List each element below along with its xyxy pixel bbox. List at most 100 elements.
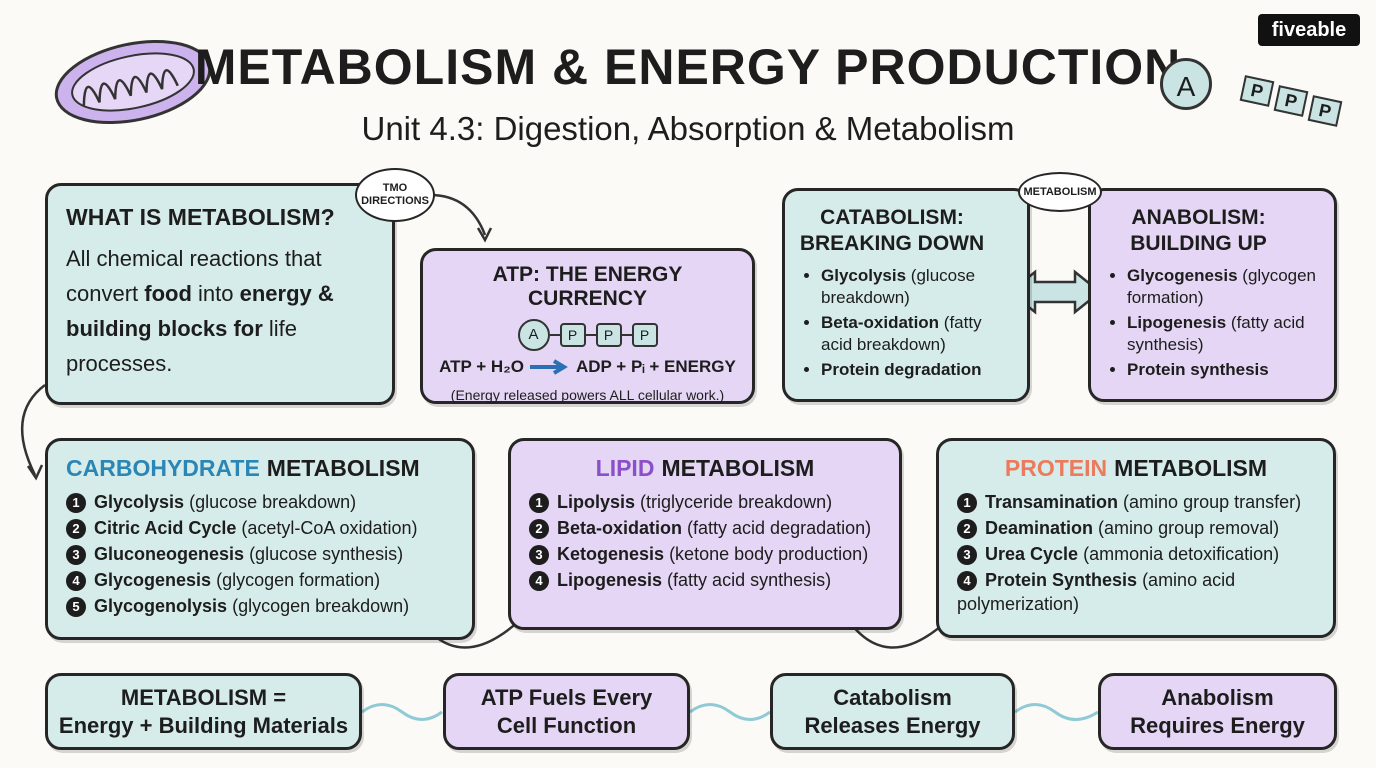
equation-left: ATP + H₂O — [439, 357, 524, 376]
title-line: BREAKING DOWN — [799, 232, 985, 255]
anabolism-card: ANABOLISM: BUILDING UP Glycogenesis (glyco… — [1088, 188, 1337, 402]
item-name: Protein synthesis — [1127, 360, 1269, 379]
list-item: 1 Lipolysis (triglyceride breakdown) — [529, 490, 881, 514]
card-title: PROTEIN METABOLISM — [957, 455, 1315, 482]
item-number: 1 — [66, 493, 86, 513]
title-line: ANABOLISM: — [1131, 206, 1266, 229]
item-desc: (amino acid polymerization) — [957, 570, 1236, 614]
list-item: 1 Transamination (amino group transfer) — [957, 490, 1315, 514]
title-rest: METABOLISM — [266, 455, 420, 481]
list-item: 4 Protein Synthesis (amino acid polymeriz… — [957, 568, 1315, 616]
summary-box: Anabolism Requires Energy — [1098, 673, 1337, 750]
list-item: 2 Citric Acid Cycle (acetyl-CoA oxidation… — [66, 516, 454, 540]
item-name: Glycolysis — [94, 492, 185, 512]
summary-box: ATP Fuels Every Cell Function — [443, 673, 690, 750]
item-number: 2 — [957, 519, 977, 539]
list-item: 3 Gluconeogenesis (glucose synthesis) — [66, 542, 454, 566]
adenosine: A — [1160, 58, 1212, 110]
list-item: Protein degradation — [821, 359, 1013, 381]
title-rest: METABOLISM — [661, 455, 815, 481]
list-item: 2 Beta-oxidation (fatty acid degradation) — [529, 516, 881, 540]
card-title: LIPID METABOLISM — [529, 455, 881, 482]
item-name: Transamination — [985, 492, 1119, 512]
list-item: Glycogenesis (glycogen formation) — [1127, 265, 1320, 309]
list-item: 4 Glycogenesis (glycogen formation) — [66, 568, 454, 592]
equation-right: ADP + Pᵢ + ENERGY — [575, 357, 736, 376]
summary-line: Anabolism — [1161, 684, 1274, 710]
card-title: WHAT IS METABOLISM? — [66, 204, 335, 230]
item-desc: (fatty acid synthesis) — [1127, 313, 1305, 354]
card-title: ANABOLISM: BUILDING UP — [1105, 205, 1320, 257]
card-title: CATABOLISM: BREAKING DOWN — [799, 205, 1013, 257]
summary-line: ATP Fuels Every — [480, 684, 653, 710]
item-desc: (triglyceride breakdown) — [640, 492, 833, 512]
body-text: food — [144, 281, 192, 306]
title-line: BUILDING UP — [1130, 232, 1267, 255]
summary-line: Cell Function — [496, 712, 637, 738]
item-name: Gluconeogenesis — [94, 544, 245, 564]
summary-box: Catabolism Releases Energy — [770, 673, 1015, 750]
catabolism-card: CATABOLISM: BREAKING DOWN Glycolysis (gluc… — [782, 188, 1030, 402]
carbohydrate-card: CARBOHYDRATE METABOLISM 1 Glycolysis (gluco… — [45, 438, 475, 640]
item-name: Glycolysis — [821, 266, 907, 285]
body-text: into — [191, 281, 240, 306]
item-name: Urea Cycle — [985, 544, 1079, 564]
page-subtitle: Unit 4.3: Digestion, Absorption & Metabo… — [361, 110, 1015, 147]
item-name: Glycogenolysis — [94, 596, 228, 616]
item-desc: (amino group removal) — [1098, 518, 1280, 538]
item-name: Protein Synthesis — [985, 570, 1138, 590]
item-number: 2 — [529, 519, 549, 539]
list-item: 5 Glycogenolysis (glycogen breakdown) — [66, 594, 454, 618]
item-desc: (glycogen breakdown) — [232, 596, 410, 616]
summary-line: Catabolism — [833, 684, 952, 710]
item-name: Beta-oxidation — [821, 313, 940, 332]
card-title: CARBOHYDRATE METABOLISM — [66, 455, 454, 482]
bubble: TMO DIRECTIONS — [355, 168, 435, 222]
list-item: Protein synthesis — [1127, 359, 1320, 381]
item-desc: (glucose breakdown) — [189, 492, 357, 512]
summary-line: METABOLISM = — [120, 684, 287, 710]
item-number: 4 — [529, 571, 549, 591]
title-accent: CARBOHYDRATE — [66, 455, 260, 481]
item-number: 5 — [66, 597, 86, 617]
chain-link — [621, 334, 632, 336]
item-name: Deamination — [985, 518, 1094, 538]
item-desc: (ammonia detoxification) — [1083, 544, 1280, 564]
title-rest: METABOLISM — [1114, 455, 1268, 481]
list-item: Glycolysis (glucose breakdown) — [821, 265, 1013, 309]
title-accent: PROTEIN — [1004, 455, 1108, 481]
list-item: 3 Urea Cycle (ammonia detoxification) — [957, 542, 1315, 566]
equation: ATP + H₂O ADP + Pᵢ + ENERGY — [433, 357, 742, 377]
equation-arrow — [529, 359, 568, 375]
summary-box: METABOLISM = Energy + Building Materials — [45, 673, 362, 750]
atp-note: (Energy released powers ALL cellular wor… — [450, 387, 725, 403]
item-desc: (fatty acid breakdown) — [821, 313, 982, 354]
item-name: Protein degradation — [821, 360, 982, 379]
item-list: Glycolysis (glucose breakdown) Beta-oxida… — [799, 265, 1013, 381]
body-text: All chemical reactions that convert — [66, 246, 322, 306]
list-item: 1 Glycolysis (glucose breakdown) — [66, 490, 454, 514]
title-accent: LIPID — [595, 455, 655, 481]
what-is-card: WHAT IS METABOLISM? All chemical reactio… — [45, 183, 395, 405]
summary-line: Releases Energy — [804, 712, 981, 738]
item-number: 4 — [957, 571, 977, 591]
item-desc: (acetyl-CoA oxidation) — [241, 518, 418, 538]
page-title: METABOLISM & ENERGY PRODUCTION — [194, 39, 1182, 95]
item-desc: (amino group transfer) — [1123, 492, 1302, 512]
item-number: 4 — [66, 571, 86, 591]
item-number: 2 — [66, 519, 86, 539]
list-item: Lipogenesis (fatty acid synthesis) — [1127, 312, 1320, 356]
chain-link — [549, 334, 560, 336]
item-name: Citric Acid Cycle — [94, 518, 237, 538]
body-text: life processes. — [66, 316, 298, 376]
item-name: Ketogenesis — [557, 544, 665, 564]
phosphate: P — [1307, 95, 1343, 127]
item-list: Glycogenesis (glycogen formation)Lipogen… — [1105, 265, 1320, 381]
item-number: 3 — [529, 545, 549, 565]
wavy-connectors — [361, 703, 1099, 721]
item-number: 3 — [66, 545, 86, 565]
item-name: Glycogenesis — [1127, 266, 1238, 285]
phosphate: P — [1239, 75, 1275, 107]
item-number: 1 — [529, 493, 549, 513]
